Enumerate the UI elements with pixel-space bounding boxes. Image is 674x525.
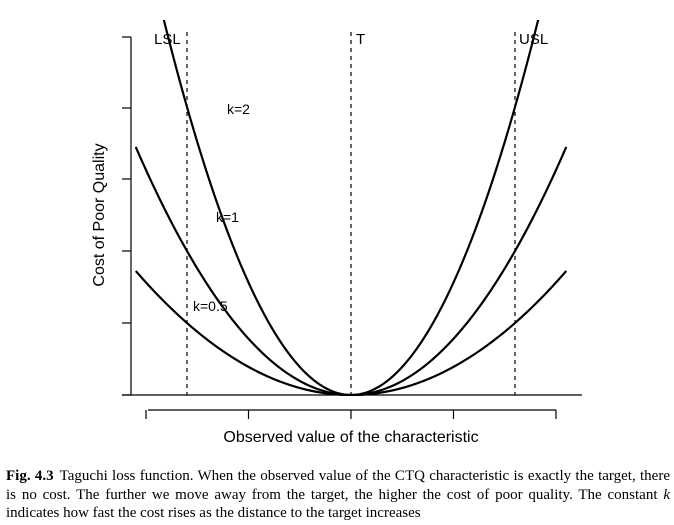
x-ticks	[145, 410, 557, 419]
figure-caption: Fig. 4.3 Taguchi loss function. When the …	[6, 467, 670, 523]
y-ticks	[122, 36, 131, 396]
caption-k-symbol: k	[663, 486, 670, 503]
caption-text-end: indicates how fast the cost rises as the…	[6, 505, 421, 521]
curve-k2	[162, 20, 540, 396]
target-label: T	[356, 31, 365, 48]
caption-text-start: Taguchi loss function. When the observed…	[6, 468, 670, 503]
loss-curves	[134, 20, 568, 396]
series-label-k1: k=1	[216, 209, 239, 225]
series-label-k2: k=2	[227, 101, 250, 117]
taguchi-loss-chart: LSL T USL k=2 k=1 k=0.5 Observed value o…	[91, 20, 582, 446]
caption-label: Fig. 4.3	[6, 468, 54, 484]
usl-label: USL	[519, 31, 548, 48]
lsl-label: LSL	[154, 31, 181, 48]
x-axis-title: Observed value of the characteristic	[223, 429, 478, 446]
series-label-k05: k=0.5	[193, 298, 228, 314]
y-axis-title: Cost of Poor Quality	[91, 143, 108, 286]
